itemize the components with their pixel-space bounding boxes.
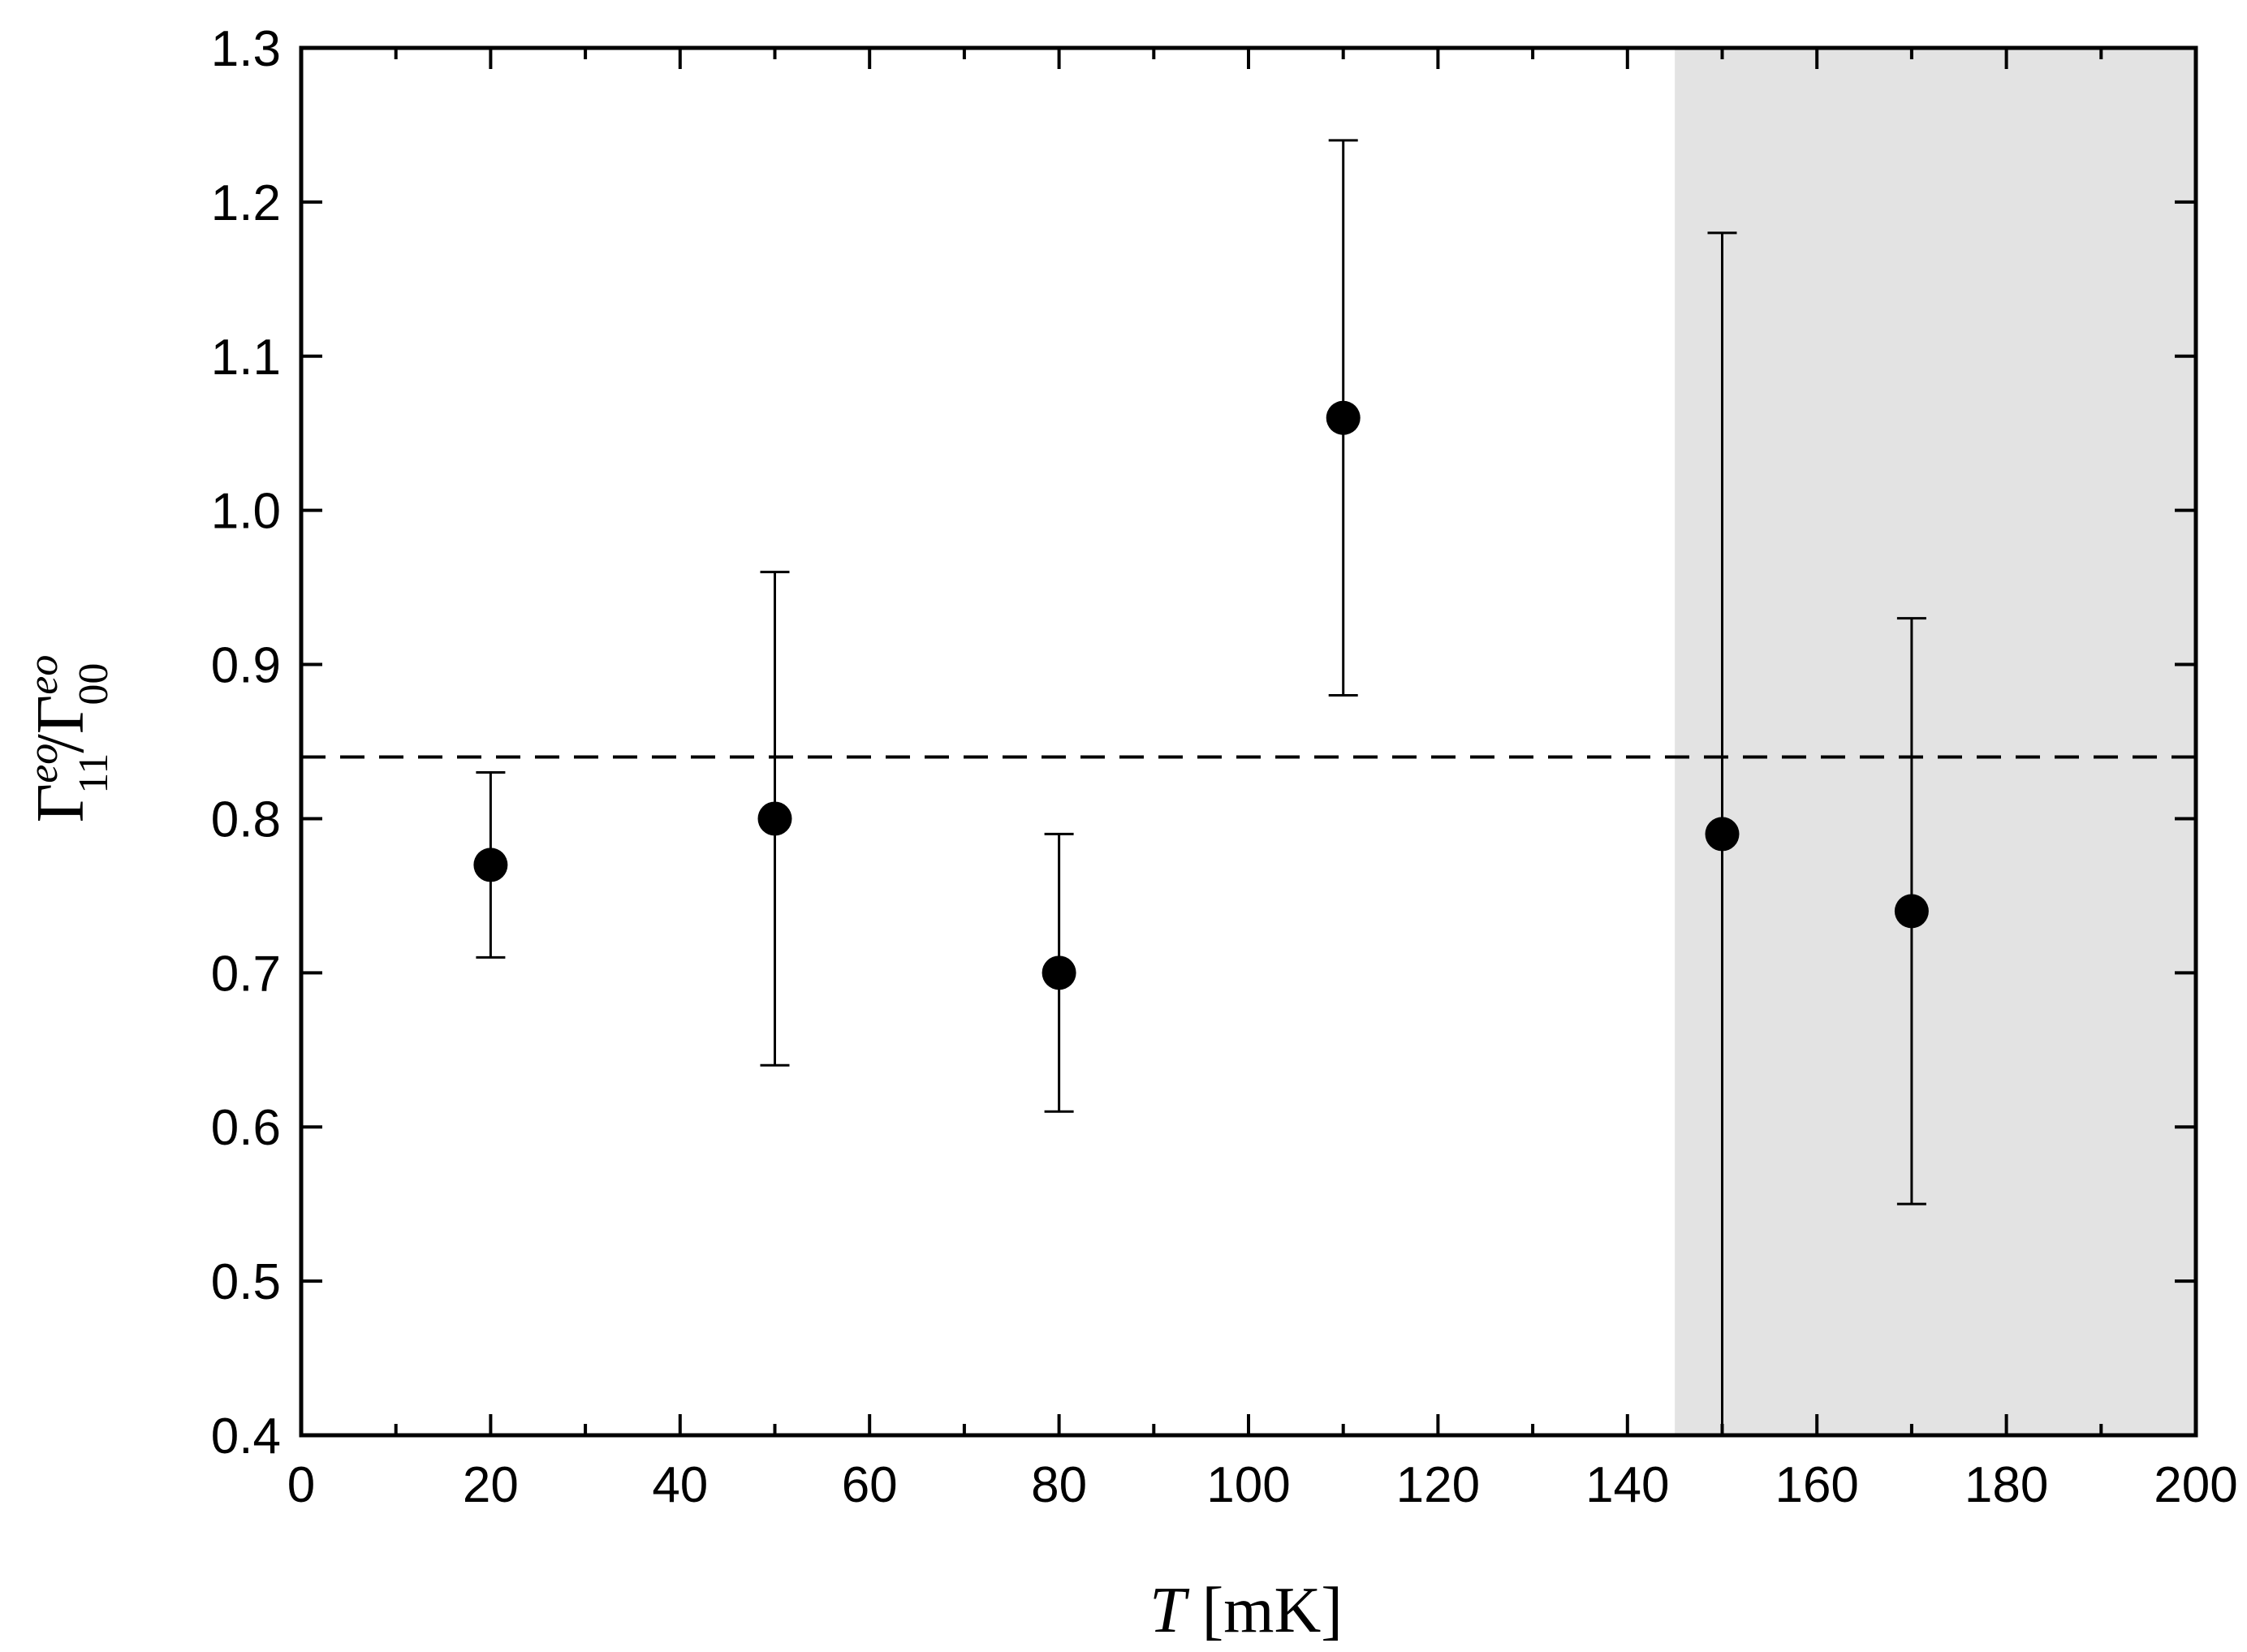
x-tick-labels: 0 20 40 60 80 100 120 140 160 180 200 xyxy=(287,1457,2238,1513)
x-tick-label: 80 xyxy=(1031,1457,1087,1513)
y-tick-label: 1.2 xyxy=(211,175,281,231)
x-axis-title-unit: [mK] xyxy=(1186,1575,1343,1646)
y-axis-title-slash: / xyxy=(23,734,98,753)
x-tick-label: 20 xyxy=(463,1457,519,1513)
x-tick-label: 0 xyxy=(287,1457,315,1513)
x-tick-label: 140 xyxy=(1585,1457,1669,1513)
x-tick-label: 40 xyxy=(652,1457,708,1513)
y-axis-title-gamma-1: Γ xyxy=(23,783,98,823)
y-tick-label: 0.7 xyxy=(211,946,281,1002)
marker-layer xyxy=(473,400,1929,990)
shaded-region xyxy=(1675,48,2196,1435)
y-tick-label: 1.3 xyxy=(211,21,281,77)
x-tick-label: 200 xyxy=(2154,1457,2237,1513)
y-axis-title-sub-1: 11 xyxy=(71,753,117,794)
y-tick-label: 0.8 xyxy=(211,791,281,848)
y-axis-title-sup-2: eo xyxy=(20,655,67,695)
data-point xyxy=(757,801,792,836)
x-tick-label: 120 xyxy=(1396,1457,1480,1513)
y-axis-title-gamma-2: Γ xyxy=(23,695,98,735)
y-tick-labels: 0.4 0.5 0.6 0.7 0.8 0.9 1.0 1.1 1.2 1.3 xyxy=(211,21,281,1464)
y-axis-title-sup-1: eo xyxy=(20,744,67,783)
data-point xyxy=(1894,894,1929,929)
y-tick-label: 0.6 xyxy=(211,1100,281,1156)
x-tick-label: 160 xyxy=(1775,1457,1858,1513)
y-tick-label: 0.4 xyxy=(211,1408,281,1464)
x-axis-title: T [mK] xyxy=(1149,1575,1343,1646)
y-tick-label: 0.9 xyxy=(211,638,281,694)
y-tick-label: 1.0 xyxy=(211,484,281,540)
y-tick-label: 0.5 xyxy=(211,1254,281,1310)
x-tick-label: 60 xyxy=(842,1457,898,1513)
shaded-region-layer xyxy=(1675,48,2196,1435)
y-axis-title-sub-2: 00 xyxy=(71,663,117,705)
y-tick-label: 1.1 xyxy=(211,330,281,386)
y-axis-title: Γeo11/Γeo00 xyxy=(20,655,117,823)
data-point xyxy=(1326,400,1361,435)
tick-layer xyxy=(300,46,2197,1437)
x-tick-label: 180 xyxy=(1965,1457,2048,1513)
data-point xyxy=(1705,817,1740,852)
data-point xyxy=(473,848,508,882)
x-tick-label: 100 xyxy=(1206,1457,1290,1513)
data-point xyxy=(1042,955,1076,990)
x-axis-title-italic: T xyxy=(1149,1575,1190,1646)
